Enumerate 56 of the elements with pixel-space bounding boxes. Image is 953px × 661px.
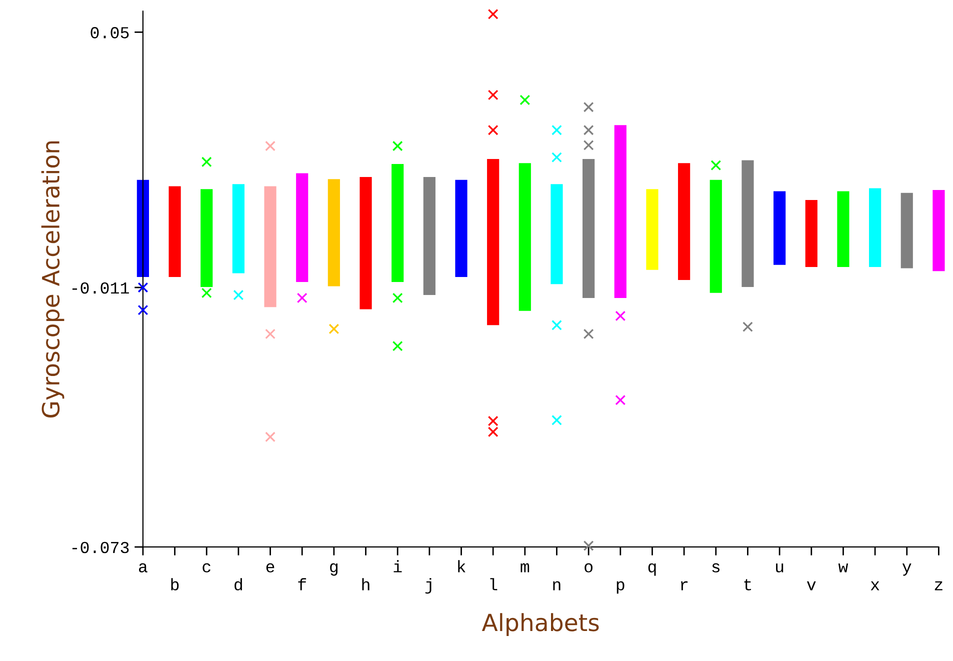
- bar: [455, 180, 468, 278]
- x-tick-label: k: [458, 560, 466, 572]
- x-tick-label: n: [553, 581, 560, 590]
- bar: [232, 184, 244, 274]
- x-tick-label: j: [425, 578, 432, 594]
- bar: [423, 176, 436, 296]
- bar: [837, 191, 850, 267]
- x-tick-label: d: [234, 578, 242, 590]
- x-tick-label: y: [902, 563, 912, 576]
- x-tick-label: g: [330, 563, 338, 576]
- bar: [805, 200, 818, 267]
- bar: [392, 164, 404, 282]
- y-axis-title: Gyroscope Acceleration: [41, 141, 64, 418]
- y-tick-label: 0.05: [90, 27, 129, 38]
- x-tick-label: b: [171, 578, 179, 590]
- x-tick-label: x: [870, 581, 880, 590]
- bar: [550, 184, 563, 284]
- x-tick-label: s: [712, 563, 720, 572]
- bar: [582, 158, 595, 298]
- x-tick-label: l: [490, 578, 498, 590]
- x-tick-label: z: [934, 581, 942, 590]
- y-tick-label: -0.011: [72, 282, 129, 294]
- bar: [168, 186, 181, 278]
- x-tick-label: v: [806, 581, 816, 590]
- bar: [742, 160, 754, 288]
- x-tick-label: f: [298, 578, 306, 590]
- x-tick-label: p: [616, 581, 624, 594]
- bar: [136, 180, 149, 278]
- x-tick-label: a: [138, 563, 148, 572]
- bar: [360, 176, 372, 310]
- bar: [646, 189, 658, 270]
- bar: [932, 190, 945, 272]
- bar: [774, 191, 786, 265]
- x-tick-label: w: [838, 563, 848, 572]
- bar: [518, 163, 531, 311]
- bar: [328, 179, 340, 286]
- bar: [487, 158, 500, 326]
- x-tick-label: o: [584, 563, 592, 572]
- x-tick-label: q: [648, 563, 656, 576]
- x-tick-label: u: [776, 563, 784, 572]
- x-tick-label: i: [394, 560, 402, 572]
- x-axis-title: Alphabets: [482, 613, 599, 636]
- x-tick-label: m: [520, 563, 530, 572]
- x-tick-label: h: [362, 578, 370, 590]
- bar: [678, 163, 690, 280]
- bar: [614, 125, 626, 298]
- bar: [868, 188, 882, 267]
- bar: [264, 186, 276, 308]
- bar: [296, 173, 308, 282]
- x-tick-label: c: [202, 563, 210, 572]
- x-tick-label: e: [266, 563, 274, 572]
- bar: [900, 192, 913, 268]
- x-tick-label: r: [681, 581, 688, 590]
- x-tick-label: t: [744, 579, 751, 590]
- bar: [710, 180, 722, 293]
- y-tick-label: -0.073: [72, 542, 129, 554]
